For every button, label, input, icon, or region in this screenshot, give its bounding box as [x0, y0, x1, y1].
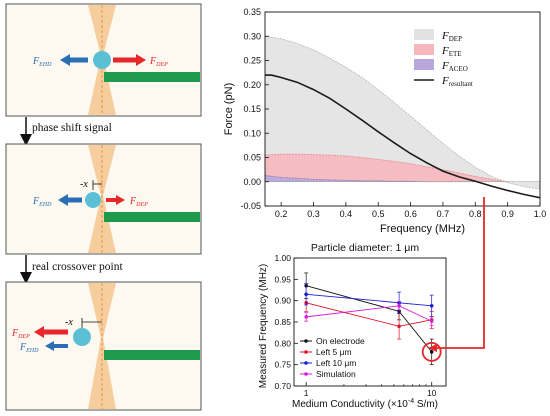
area-edge-ete [264, 153, 508, 183]
x-tick-label: 0.8 [469, 209, 482, 219]
panel-1: FEHD FDEP [5, 3, 202, 117]
data-point [429, 303, 434, 308]
step-2-label: real crossover point [32, 261, 123, 273]
area-ete [265, 154, 508, 182]
y-tick-label: 0.05 [243, 153, 261, 163]
panel-2: -x FEHD FDEP [5, 143, 202, 255]
svg-text:FDEP: FDEP [129, 196, 148, 208]
x-tick-label: 0.4 [340, 209, 353, 219]
f-dep-arrow [113, 54, 146, 66]
f-dep-arrow-3 [34, 326, 68, 338]
y-tick-label: 0.90 [274, 296, 291, 306]
legend-marker [304, 372, 308, 376]
data-point [397, 303, 401, 308]
y-tick-label: 0.00 [243, 177, 261, 187]
legend: FDEP FETE FACEO Fresultant [414, 29, 473, 88]
legend-label: FETE [441, 45, 462, 58]
y-tick-label: 0.85 [274, 317, 291, 327]
svg-text:FDEP: FDEP [149, 56, 168, 68]
area-aceo [265, 175, 476, 182]
data-point [429, 319, 434, 323]
svg-text:FEHD: FEHD [19, 342, 39, 354]
x-tick-label: 10 [427, 388, 437, 398]
y-tick-label: 0.10 [243, 128, 261, 138]
force-chart: -0.05 0.00 0.05 0.10 0.15 0.20 0.25 0.30 0.35 0.2… [223, 7, 547, 235]
f-ehd-arrow [60, 54, 88, 66]
legend-label: FDEP [441, 30, 462, 43]
y-tick-label: 0.75 [274, 360, 291, 370]
svg-text:FEHD: FEHD [32, 196, 52, 208]
x-tick-label: 0.3 [307, 209, 320, 219]
f-ehd-arrow-2 [58, 194, 82, 206]
line-resultant [265, 74, 541, 199]
legend-label: Fresultant [441, 75, 473, 88]
y-tick-label: 0.70 [274, 381, 291, 391]
f-ehd-label: F [32, 56, 40, 67]
panel-3: -x FDEP FEHD [5, 281, 202, 411]
y-tick-label: 0.20 [243, 80, 261, 90]
crossover-chart: Particle diameter: 1 μm 1 10 0.70 0.75 0.80 0.… [258, 242, 447, 410]
svg-text:FEHD: FEHD [32, 56, 52, 68]
y-tick-label: 1.00 [274, 253, 291, 263]
area-dep [265, 36, 540, 190]
y-tick-label: 0.25 [243, 56, 261, 66]
y-axis-label: Force (pN) [223, 83, 235, 136]
y-axis-label: Measured Frequency (MHz) [258, 264, 269, 388]
y-tick-label: -0.05 [240, 201, 261, 211]
legend-marker [304, 361, 308, 365]
y-tick-label: 0.35 [243, 7, 261, 17]
legend-label: Left 10 μm [316, 358, 356, 368]
legend-label: On electrode [316, 336, 365, 346]
data-point [397, 324, 401, 329]
y-tick-label: 0.30 [243, 31, 261, 41]
x-tick-label: 0.5 [372, 209, 385, 219]
series-3 [304, 301, 434, 326]
step-1-label: phase shift signal [32, 122, 112, 134]
x-tick-label: 1 [304, 388, 309, 398]
y-tick-label: 0.95 [274, 274, 291, 284]
legend-label: FACEO [441, 60, 468, 73]
f-dep-label: F [149, 56, 157, 67]
x-tick-label: 0.7 [437, 209, 450, 219]
x-tick-label: 0.6 [404, 209, 417, 219]
f-ehd-arrow-3 [45, 341, 68, 351]
legend-swatch [414, 59, 434, 70]
legend-marker [304, 350, 308, 354]
x-tick-label: 0.2 [275, 209, 288, 219]
legend-label: Left 5 μm [316, 347, 352, 357]
f-dep-arrow-2 [106, 195, 125, 205]
data-point [304, 315, 308, 319]
chart-title: Particle diameter: 1 μm [311, 242, 419, 254]
x-axis-label: Frequency (MHz) [380, 223, 465, 235]
x-axis-label: Medium Conductivity (×10-4 S/m) [292, 398, 438, 410]
data-point [429, 350, 434, 354]
legend-swatch [414, 44, 434, 55]
svg-text:FDEP: FDEP [11, 328, 30, 340]
data-point [304, 292, 308, 297]
offset-label-2: -x [80, 179, 88, 190]
legend-label: Simulation [316, 369, 356, 379]
crossover-highlight [421, 341, 442, 362]
offset-label-3: -x [65, 317, 73, 328]
legend-marker [304, 339, 308, 343]
x-tick-label: 1.0 [534, 209, 547, 219]
x-tick-label: 0.9 [501, 209, 514, 219]
y-tick-label: 0.15 [243, 104, 261, 114]
legend-swatch [414, 29, 434, 40]
y-tick-label: 0.80 [274, 338, 291, 348]
